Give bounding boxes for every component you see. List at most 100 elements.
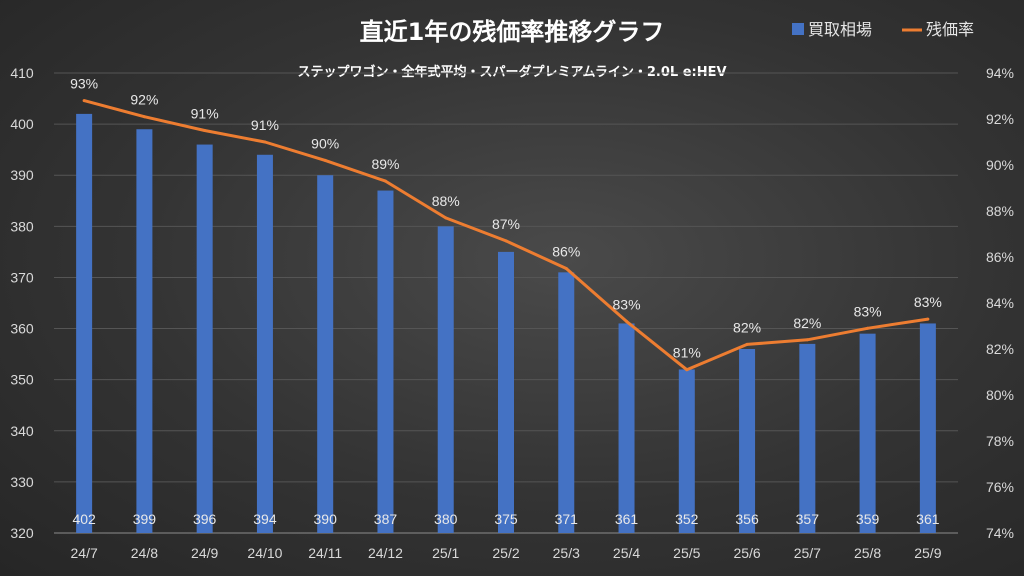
line-data-label: 81% xyxy=(673,345,701,361)
x-tick-label: 25/7 xyxy=(794,545,821,561)
bar xyxy=(739,349,756,533)
x-tick-label: 24/8 xyxy=(131,545,158,561)
bar-data-label: 380 xyxy=(434,511,458,527)
line-point xyxy=(263,140,267,144)
x-tick-label: 25/3 xyxy=(553,545,580,561)
bar xyxy=(558,272,575,533)
bar-data-label: 387 xyxy=(374,511,398,527)
bar-data-label: 356 xyxy=(735,511,759,527)
bar-data-label: 394 xyxy=(253,511,277,527)
line-series xyxy=(82,99,930,372)
bar-data-labels: 402 399 396 394 390 387 380 375 371 361 352 356 357 3… xyxy=(72,511,939,527)
line-data-label: 83% xyxy=(854,303,882,319)
bar xyxy=(256,154,273,533)
legend-label-line: 残価率 xyxy=(926,20,974,39)
x-tick-label: 24/12 xyxy=(368,545,403,561)
bar-data-label: 396 xyxy=(193,511,217,527)
line-point xyxy=(564,267,568,270)
line-point xyxy=(685,368,689,372)
x-tick-label: 25/2 xyxy=(492,545,519,561)
bar-data-label: 361 xyxy=(615,511,639,527)
left-tick-label: 330 xyxy=(10,474,34,490)
line-data-label: 92% xyxy=(130,92,158,108)
line-data-label: 93% xyxy=(70,76,98,92)
bar xyxy=(498,251,514,533)
x-tick-label: 25/5 xyxy=(673,545,700,561)
bar xyxy=(799,343,816,533)
line-data-label: 89% xyxy=(371,156,399,172)
legend: 買取相場 残価率 xyxy=(792,20,974,39)
bar-data-label: 390 xyxy=(314,511,338,527)
right-tick-label: 80% xyxy=(986,387,1014,403)
line-point xyxy=(444,216,448,220)
right-tick-label: 92% xyxy=(986,111,1014,127)
right-tick-label: 74% xyxy=(986,525,1014,541)
bar-data-label: 352 xyxy=(675,511,699,527)
line-point xyxy=(745,342,749,346)
right-tick-label: 88% xyxy=(986,203,1014,219)
line-point xyxy=(625,319,629,323)
line-data-label: 88% xyxy=(432,193,460,209)
left-tick-label: 390 xyxy=(10,167,34,183)
right-tick-label: 86% xyxy=(986,249,1014,265)
x-tick-label: 25/1 xyxy=(432,545,459,561)
right-tick-label: 94% xyxy=(986,65,1014,81)
x-tick-label: 24/7 xyxy=(71,545,98,561)
bar xyxy=(196,144,213,534)
line-data-label: 86% xyxy=(552,244,580,260)
x-axis: 24/7 24/8 24/9 24/10 24/11 24/12 25/1 25/2 25/3 2… xyxy=(71,545,942,561)
left-tick-label: 360 xyxy=(10,321,34,337)
bar-data-label: 357 xyxy=(796,511,820,527)
bar xyxy=(377,190,394,534)
line-data-label: 91% xyxy=(251,117,279,133)
x-tick-label: 25/6 xyxy=(733,545,760,561)
line-point xyxy=(926,317,930,321)
bar-data-label: 371 xyxy=(555,511,579,527)
left-axis: 320 330 340 350 360 370 380 390 400 410 xyxy=(10,65,34,541)
left-tick-label: 410 xyxy=(10,65,34,81)
line-data-label: 83% xyxy=(613,296,641,312)
line-data-label: 90% xyxy=(311,135,339,151)
line-data-label: 82% xyxy=(733,319,761,335)
legend-label-bar: 買取相場 xyxy=(808,20,872,39)
line-point xyxy=(203,129,207,132)
bar xyxy=(859,333,876,533)
right-tick-label: 84% xyxy=(986,295,1014,311)
bar-data-label: 361 xyxy=(916,511,940,527)
bar xyxy=(317,175,334,533)
bar-data-label: 402 xyxy=(72,511,96,527)
left-tick-label: 340 xyxy=(10,423,34,439)
right-tick-label: 82% xyxy=(986,341,1014,357)
x-tick-label: 25/8 xyxy=(854,545,881,561)
bar-data-label: 359 xyxy=(856,511,880,527)
x-tick-label: 24/9 xyxy=(191,545,218,561)
bar xyxy=(76,113,93,533)
bar xyxy=(437,226,454,534)
line-point xyxy=(82,99,86,103)
line-point xyxy=(504,239,508,243)
left-tick-label: 400 xyxy=(10,116,34,132)
bar-data-label: 375 xyxy=(494,511,518,527)
left-tick-label: 370 xyxy=(10,269,34,285)
left-tick-label: 380 xyxy=(10,218,34,234)
bar xyxy=(678,369,695,533)
bar-data-label: 399 xyxy=(133,511,157,527)
right-tick-label: 76% xyxy=(986,479,1014,495)
line-data-labels: 93% 92% 91% 91% 90% 89% 88% 87% 86% 83% 81% 82% 82% 8… xyxy=(70,76,942,361)
line-point xyxy=(142,115,146,119)
right-axis: 74% 76% 78% 80% 82% 84% 86% 88% 90% 92% 94% xyxy=(986,65,1014,541)
x-tick-label: 25/4 xyxy=(613,545,640,561)
line-point xyxy=(323,158,327,162)
bar-series xyxy=(76,113,936,534)
bar xyxy=(136,129,153,533)
x-tick-label: 24/10 xyxy=(247,545,282,561)
line-data-label: 82% xyxy=(793,315,821,331)
x-tick-label: 24/11 xyxy=(308,545,342,561)
line-data-label: 83% xyxy=(914,294,942,310)
line-point xyxy=(805,338,809,342)
line-data-label: 91% xyxy=(191,106,219,122)
left-tick-label: 320 xyxy=(10,525,34,541)
line-data-label: 87% xyxy=(492,216,520,232)
chart-subtitle: ステップワゴン・全年式平均・スパーダプレミアムライン・2.0L e:HEV xyxy=(297,64,726,80)
